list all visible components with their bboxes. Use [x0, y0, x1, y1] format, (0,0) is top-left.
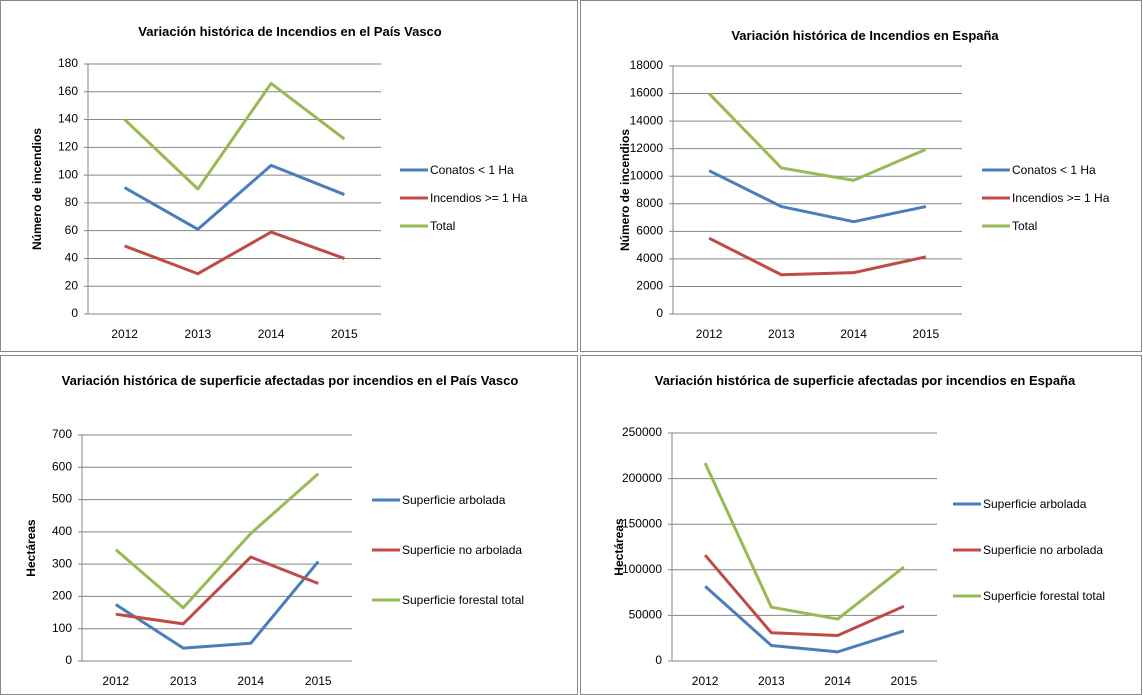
x-tick-label: 2015 — [305, 674, 332, 688]
chart-title: Variación histórica de Incendios en Espa… — [731, 28, 999, 43]
y-tick-label: 100 — [58, 167, 78, 181]
y-axis-label: Hectáreas — [612, 518, 626, 576]
y-tick-label: 100 — [52, 621, 72, 635]
y-tick-label: 0 — [71, 306, 78, 320]
y-tick-label: 0 — [656, 306, 663, 320]
x-tick-label: 2014 — [824, 674, 851, 688]
y-tick-label: 20 — [65, 278, 79, 292]
y-axis-label: Número de incendios — [30, 128, 44, 250]
y-tick-label: 50000 — [629, 608, 663, 622]
x-tick-label: 2012 — [696, 327, 723, 341]
y-tick-label: 160 — [58, 84, 78, 98]
y-tick-label: 60 — [65, 223, 79, 237]
y-tick-label: 300 — [52, 556, 72, 570]
panel-border — [0, 355, 578, 695]
x-tick-label: 2015 — [331, 327, 358, 341]
x-tick-label: 2013 — [185, 327, 212, 341]
y-tick-label: 0 — [65, 653, 72, 667]
y-axis-label: Hectáreas — [24, 519, 38, 577]
y-tick-label: 80 — [65, 195, 79, 209]
y-tick-label: 12000 — [630, 141, 664, 155]
y-tick-label: 8000 — [636, 196, 663, 210]
x-tick-label: 2015 — [913, 327, 940, 341]
x-tick-label: 2015 — [891, 674, 918, 688]
y-tick-label: 120 — [58, 140, 78, 154]
chart-title: Variación histórica de superficie afecta… — [654, 373, 1076, 388]
legend-label: Conatos < 1 Ha — [430, 163, 514, 177]
legend-label: Superficie arbolada — [402, 493, 506, 507]
y-tick-label: 40 — [65, 251, 79, 265]
x-tick-label: 2014 — [840, 327, 867, 341]
series-line — [115, 555, 319, 626]
legend-label: Total — [430, 219, 456, 233]
y-tick-label: 16000 — [630, 86, 664, 100]
series-line — [114, 560, 320, 650]
x-tick-label: 2013 — [170, 674, 197, 688]
y-tick-label: 150000 — [622, 516, 662, 530]
series-line — [703, 554, 905, 637]
series-line — [124, 230, 345, 276]
x-tick-label: 2012 — [102, 674, 129, 688]
y-tick-label: 700 — [52, 427, 72, 441]
legend-label: Superficie arbolada — [983, 497, 1087, 511]
y-tick-label: 500 — [52, 492, 72, 506]
y-tick-label: 200 — [52, 589, 72, 603]
legend-label: Incendios >= 1 Ha — [1012, 191, 1110, 205]
x-tick-label: 2013 — [768, 327, 795, 341]
panel-border — [0, 0, 578, 352]
series-line — [708, 236, 927, 277]
series-line — [123, 81, 346, 191]
chart-title: Variación histórica de Incendios en el P… — [138, 24, 442, 39]
y-tick-label: 180 — [58, 56, 78, 70]
x-tick-label: 2014 — [237, 674, 264, 688]
legend-label: Superficie no arbolada — [402, 543, 523, 557]
y-tick-label: 18000 — [630, 58, 664, 72]
series-line — [708, 92, 927, 182]
y-tick-label: 10000 — [630, 168, 664, 182]
y-tick-label: 100000 — [622, 562, 662, 576]
series-line — [123, 163, 345, 231]
x-tick-label: 2013 — [758, 674, 785, 688]
legend-label: Superficie forestal total — [983, 589, 1106, 603]
y-axis-label: Número de incendios — [618, 129, 632, 251]
legend-label: Incendios >= 1 Ha — [430, 191, 528, 205]
series-line — [703, 462, 905, 621]
chart-title: Variación histórica de superficie afecta… — [61, 373, 519, 388]
panel-border — [580, 0, 1142, 352]
legend-label: Superficie no arbolada — [983, 543, 1104, 557]
y-tick-label: 6000 — [636, 224, 663, 238]
y-tick-label: 250000 — [622, 425, 662, 439]
x-tick-label: 2012 — [111, 327, 138, 341]
y-tick-label: 2000 — [636, 279, 663, 293]
x-tick-label: 2012 — [692, 674, 719, 688]
y-tick-label: 4000 — [636, 251, 663, 265]
y-tick-label: 400 — [52, 524, 72, 538]
y-tick-label: 14000 — [630, 113, 664, 127]
y-tick-label: 600 — [52, 459, 72, 473]
y-tick-label: 0 — [655, 653, 662, 667]
x-tick-label: 2014 — [258, 327, 285, 341]
y-tick-label: 140 — [58, 112, 78, 126]
legend-label: Conatos < 1 Ha — [1012, 163, 1096, 177]
legend-label: Superficie forestal total — [402, 593, 525, 607]
series-line — [114, 472, 320, 610]
y-tick-label: 200000 — [622, 471, 662, 485]
series-line — [704, 585, 905, 654]
legend-label: Total — [1012, 219, 1038, 233]
series-line — [708, 169, 927, 224]
